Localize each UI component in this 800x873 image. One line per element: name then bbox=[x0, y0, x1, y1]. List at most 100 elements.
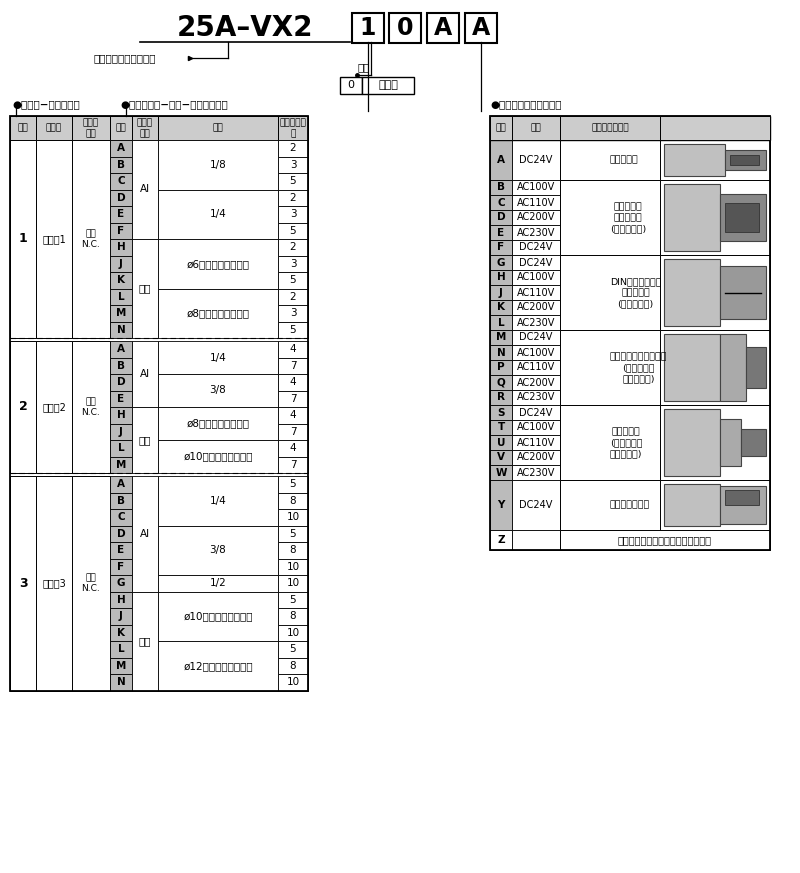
Text: A: A bbox=[117, 143, 125, 154]
Text: Al: Al bbox=[140, 369, 150, 379]
Text: A: A bbox=[497, 155, 505, 165]
Text: Z: Z bbox=[497, 535, 505, 545]
Bar bbox=[158, 374, 278, 407]
Bar bbox=[490, 480, 512, 530]
Text: 10: 10 bbox=[286, 561, 299, 572]
Bar bbox=[10, 476, 36, 691]
Bar bbox=[110, 559, 132, 575]
Bar bbox=[110, 657, 132, 674]
Text: Al: Al bbox=[140, 529, 150, 539]
Text: AC200V: AC200V bbox=[517, 377, 555, 388]
Text: 8: 8 bbox=[290, 611, 296, 622]
Bar bbox=[560, 530, 770, 550]
Bar bbox=[720, 486, 766, 524]
Bar bbox=[110, 423, 132, 440]
Bar bbox=[512, 140, 560, 180]
Text: 5: 5 bbox=[290, 176, 296, 186]
Text: D: D bbox=[117, 193, 126, 203]
Bar bbox=[660, 405, 770, 480]
Text: E: E bbox=[118, 394, 125, 403]
Bar bbox=[278, 305, 308, 321]
Text: 10: 10 bbox=[286, 628, 299, 638]
Text: AC110V: AC110V bbox=[517, 437, 555, 448]
Bar bbox=[490, 240, 512, 255]
Text: AC200V: AC200V bbox=[517, 212, 555, 223]
Bar bbox=[490, 405, 512, 420]
Bar bbox=[278, 272, 308, 288]
Text: N: N bbox=[117, 325, 126, 334]
Bar bbox=[278, 390, 308, 407]
Text: H: H bbox=[117, 595, 126, 605]
Bar bbox=[110, 374, 132, 390]
Bar bbox=[110, 223, 132, 239]
Text: 3: 3 bbox=[290, 210, 296, 219]
Bar bbox=[132, 592, 158, 691]
Bar bbox=[278, 476, 308, 492]
Text: 記号: 記号 bbox=[496, 123, 506, 133]
Text: T: T bbox=[498, 423, 505, 432]
Text: 3: 3 bbox=[290, 308, 296, 319]
Text: 8: 8 bbox=[290, 661, 296, 670]
Bar bbox=[664, 144, 726, 176]
Bar bbox=[560, 255, 660, 330]
Text: グロメット: グロメット bbox=[610, 155, 638, 164]
Text: ø10ワンタッチ管継手: ø10ワンタッチ管継手 bbox=[183, 451, 253, 462]
Bar bbox=[512, 255, 560, 270]
Bar bbox=[490, 435, 512, 450]
Text: D: D bbox=[117, 529, 126, 539]
Text: D: D bbox=[117, 377, 126, 388]
Bar bbox=[490, 225, 512, 240]
Bar bbox=[110, 492, 132, 509]
Bar bbox=[158, 341, 278, 374]
Bar bbox=[512, 300, 560, 315]
Bar bbox=[660, 180, 770, 255]
Bar bbox=[278, 624, 308, 641]
Bar bbox=[110, 288, 132, 305]
Bar bbox=[110, 390, 132, 407]
Bar bbox=[158, 140, 278, 189]
Bar bbox=[278, 341, 308, 358]
Text: M: M bbox=[116, 308, 126, 319]
Bar bbox=[512, 210, 560, 225]
Text: 3: 3 bbox=[18, 577, 27, 590]
Bar bbox=[278, 407, 308, 423]
Text: リード線取出し: リード線取出し bbox=[591, 123, 629, 133]
Bar bbox=[560, 180, 660, 255]
Text: S: S bbox=[498, 408, 505, 417]
Bar bbox=[278, 526, 308, 542]
Bar bbox=[110, 575, 132, 592]
Text: A: A bbox=[472, 16, 490, 40]
Bar bbox=[278, 608, 308, 624]
Bar bbox=[726, 203, 759, 232]
Bar bbox=[720, 334, 746, 401]
Bar bbox=[278, 641, 308, 657]
Text: V: V bbox=[497, 452, 505, 463]
Text: 2: 2 bbox=[290, 193, 296, 203]
Bar bbox=[720, 265, 766, 320]
Text: AC100V: AC100V bbox=[517, 347, 555, 358]
Text: ø10ワンタッチ管継手: ø10ワンタッチ管継手 bbox=[183, 611, 253, 622]
Bar bbox=[110, 542, 132, 559]
Bar bbox=[512, 450, 560, 465]
Text: B: B bbox=[117, 160, 125, 169]
Bar bbox=[132, 239, 158, 338]
Text: D: D bbox=[497, 212, 506, 223]
Text: F: F bbox=[498, 243, 505, 252]
Text: リード線取出し: リード線取出し bbox=[591, 123, 629, 133]
Bar bbox=[490, 116, 512, 140]
Text: 1/4: 1/4 bbox=[210, 210, 226, 219]
Text: 8: 8 bbox=[290, 496, 296, 505]
Bar bbox=[72, 116, 110, 140]
Bar bbox=[158, 239, 278, 288]
Text: K: K bbox=[117, 628, 125, 638]
Bar bbox=[512, 116, 560, 140]
Text: サイズ1: サイズ1 bbox=[42, 234, 66, 244]
Text: グロメット
サージ電圧
(保護回路付): グロメット サージ電圧 (保護回路付) bbox=[610, 202, 646, 233]
Text: コンジット
(サージ電圧
保護回路付): コンジット (サージ電圧 保護回路付) bbox=[610, 427, 642, 458]
Bar bbox=[158, 641, 278, 691]
Bar bbox=[726, 150, 766, 169]
Text: 0: 0 bbox=[397, 16, 414, 40]
Text: 4: 4 bbox=[290, 410, 296, 420]
Bar bbox=[110, 305, 132, 321]
Bar bbox=[389, 13, 421, 43]
